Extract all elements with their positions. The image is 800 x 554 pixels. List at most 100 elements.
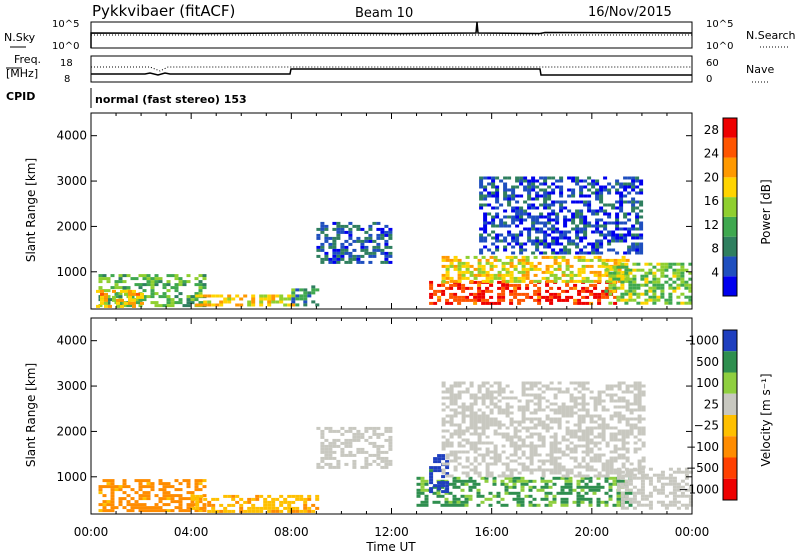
velocity-cell (445, 429, 450, 433)
velocity-cell (613, 405, 618, 409)
velocity-cell (617, 399, 622, 403)
velocity-cell (608, 482, 613, 486)
power-cell (473, 292, 478, 296)
power-cell (453, 255, 458, 259)
velocity-cell (485, 471, 490, 475)
power-cell (108, 304, 112, 308)
power-cell (601, 292, 606, 296)
power-cell (624, 298, 629, 302)
power-cell (477, 292, 482, 296)
power-cell (348, 236, 353, 240)
power-cell (332, 254, 337, 258)
power-cell (521, 258, 526, 262)
velocity-cell (352, 435, 357, 439)
power-cell (627, 182, 632, 186)
power-cell (623, 188, 628, 192)
power-cell (202, 274, 207, 278)
velocity-cell (126, 500, 131, 504)
velocity-cell (524, 482, 529, 486)
velocity-cell (569, 429, 574, 433)
power-cell (603, 224, 608, 228)
power-cell (519, 218, 524, 222)
power-cell (251, 300, 256, 304)
power-cell (503, 224, 508, 228)
power-cell (140, 301, 144, 305)
velocity-cell (561, 408, 566, 412)
velocity-cell (633, 381, 638, 385)
velocity-cell (449, 414, 454, 418)
power-cell (483, 230, 488, 234)
power-cell (599, 188, 604, 192)
velocity-cell (461, 381, 466, 385)
power-cell (344, 260, 349, 264)
velocity-cell (565, 429, 570, 433)
velocity-cell (529, 435, 534, 439)
velocity-cell (194, 479, 199, 483)
velocity-cell (577, 462, 582, 466)
velocity-cell (489, 471, 494, 475)
power-cell (567, 248, 572, 252)
power-cell (605, 264, 610, 268)
velocity-cell (589, 426, 594, 430)
velocity-cell (541, 468, 546, 472)
velocity-cell (202, 485, 207, 489)
power-cell (513, 295, 518, 299)
power-cell (639, 203, 644, 207)
velocity-cell (521, 390, 526, 394)
power-cell (487, 203, 492, 207)
power-cell (316, 245, 321, 249)
power-cell (608, 283, 613, 287)
velocity-cell (102, 500, 107, 504)
velocity-cell (581, 399, 586, 403)
power-cell (617, 261, 622, 265)
velocity-cell (533, 393, 538, 397)
velocity-cell (497, 420, 502, 424)
power-cell (166, 304, 171, 308)
power-cell (619, 227, 624, 231)
velocity-cell (416, 503, 421, 507)
power-cell (607, 221, 612, 225)
power-cell (142, 295, 147, 299)
velocity-cell (573, 435, 578, 439)
power-cell (571, 242, 576, 246)
power-cell (603, 227, 608, 231)
velocity-cell (473, 432, 478, 436)
power-cell (613, 261, 618, 265)
velocity-cell (616, 488, 621, 492)
velocity-cell (287, 503, 292, 507)
power-cell (591, 212, 596, 216)
velocity-cell (485, 405, 490, 409)
velocity-cell (202, 506, 207, 510)
power-cell (627, 212, 632, 216)
power-cell (539, 221, 544, 225)
velocity-cell (525, 465, 530, 469)
velocity-cell (445, 420, 450, 424)
power-cell (535, 179, 540, 183)
power-cell (525, 261, 530, 265)
power-cell (352, 239, 357, 243)
power-cell (615, 191, 620, 195)
power-cell (453, 298, 458, 302)
power-cell (102, 277, 107, 281)
power-cell (615, 182, 620, 186)
power-cell (553, 267, 558, 271)
velocity-cell (601, 429, 606, 433)
velocity-cell (569, 408, 574, 412)
velocity-cell (340, 447, 345, 451)
velocity-cell (565, 405, 570, 409)
velocity-cell (609, 399, 614, 403)
beam-title: Beam 10 (355, 6, 413, 21)
velocity-cell (473, 411, 478, 415)
power-cell (583, 194, 588, 198)
velocity-cell (525, 399, 530, 403)
power-cell (186, 304, 191, 308)
power-cell (372, 239, 377, 243)
velocity-cell (449, 435, 454, 439)
power-cell (388, 227, 393, 231)
velocity-cell (449, 459, 454, 463)
velocity-cell (465, 390, 470, 394)
power-cell (539, 215, 544, 219)
velocity-cell (648, 503, 653, 507)
power-cell (521, 279, 526, 283)
velocity-cell (688, 494, 693, 498)
